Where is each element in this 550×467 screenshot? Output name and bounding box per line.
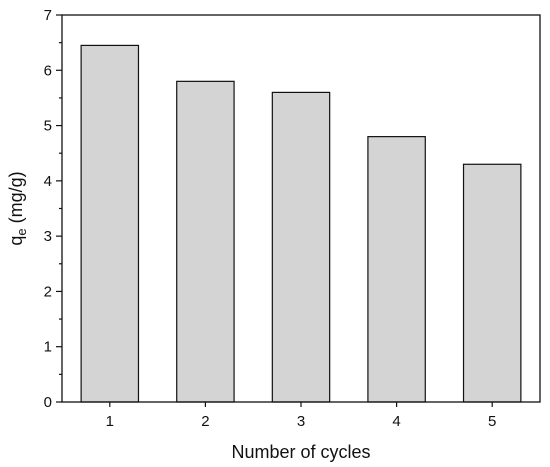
y-axis-label-main: q bbox=[6, 236, 26, 246]
x-axis-label: Number of cycles bbox=[231, 442, 370, 462]
y-tick-label: 4 bbox=[44, 173, 52, 190]
y-tick-label: 6 bbox=[44, 62, 52, 79]
y-axis-label-subscript: e bbox=[14, 228, 29, 235]
x-tick-label: 4 bbox=[392, 413, 400, 430]
bar-cycle-5 bbox=[462, 163, 522, 403]
bar-cycle-1 bbox=[80, 44, 140, 403]
y-axis-label-unit: (mg/g) bbox=[6, 171, 26, 228]
y-axis-label: qe (mg/g) bbox=[6, 171, 29, 245]
bar-cycle-4 bbox=[367, 136, 426, 403]
y-tick-label: 2 bbox=[44, 283, 52, 300]
bars-group bbox=[80, 44, 522, 403]
x-axis-ticks: 1 2 3 4 5 bbox=[106, 402, 496, 430]
y-tick-label: 3 bbox=[44, 228, 52, 245]
bar-cycle-2 bbox=[176, 80, 235, 403]
bar-cycle-3 bbox=[271, 91, 331, 403]
x-tick-label: 3 bbox=[297, 413, 305, 430]
x-tick-label: 5 bbox=[488, 413, 496, 430]
y-tick-label: 0 bbox=[44, 394, 52, 411]
x-tick-label: 2 bbox=[201, 413, 209, 430]
y-tick-label: 7 bbox=[44, 7, 52, 24]
y-tick-label: 5 bbox=[44, 118, 52, 135]
y-tick-label: 1 bbox=[44, 339, 52, 356]
plot-frame bbox=[61, 14, 541, 403]
y-axis-ticks: 0 1 2 3 4 5 6 7 bbox=[44, 7, 62, 411]
x-tick-label: 1 bbox=[106, 413, 114, 430]
